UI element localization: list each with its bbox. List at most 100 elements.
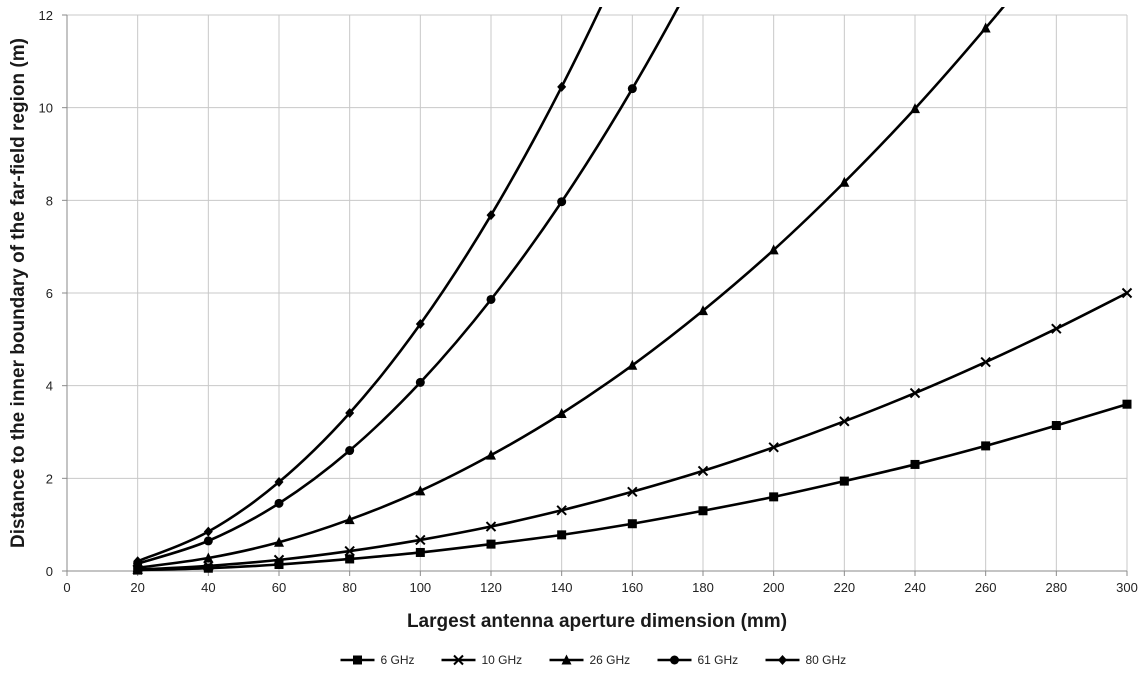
- legend-label: 6 GHz: [381, 653, 415, 667]
- x-marker-stroke: [1051, 323, 1062, 334]
- data-point-61-ghz: [415, 377, 425, 387]
- legend-label: 61 GHz: [698, 653, 739, 667]
- data-point-61-ghz: [627, 84, 637, 94]
- x-tick-label: 0: [63, 580, 70, 595]
- data-point-80-ghz: [557, 81, 567, 92]
- x-tick-label: 160: [621, 580, 643, 595]
- data-point-26-ghz: [698, 305, 708, 316]
- x-tick-label: 40: [201, 580, 215, 595]
- x-marker-stroke: [1121, 287, 1133, 299]
- x-marker-stroke: [453, 654, 464, 666]
- x-marker-stroke: [485, 521, 497, 532]
- data-point-10-ghz: [839, 416, 850, 427]
- data-point-80-ghz: [345, 408, 355, 419]
- data-point-6-ghz: [1122, 399, 1132, 409]
- x-marker-stroke: [273, 554, 285, 566]
- legend-label: 10 GHz: [482, 653, 523, 667]
- x-tick-label: 180: [692, 580, 714, 595]
- data-point-80-ghz: [486, 210, 496, 221]
- data-point-26-ghz: [486, 449, 496, 460]
- x-tick-label: 60: [272, 580, 286, 595]
- data-point-26-ghz: [627, 359, 638, 370]
- series-80-ghz: [133, 7, 603, 567]
- axes: [62, 14, 1128, 576]
- x-tick-label: 240: [904, 580, 926, 595]
- data-point-6-ghz: [981, 441, 991, 451]
- data-point-6-ghz: [910, 459, 920, 469]
- data-point-10-ghz: [415, 534, 426, 546]
- series-10-ghz: [132, 287, 1133, 575]
- data-point-10-ghz: [697, 465, 709, 477]
- x-tick-label: 100: [409, 580, 431, 595]
- data-point-61-ghz: [557, 197, 567, 207]
- data-point-10-ghz: [1121, 287, 1133, 299]
- data-point-26-ghz: [839, 176, 850, 187]
- gridlines: [67, 14, 1128, 571]
- y-tick-label: 0: [46, 564, 53, 579]
- legend-item-26-ghz: 26 GHz: [549, 653, 630, 667]
- legend-marker: [778, 655, 787, 665]
- data-point-10-ghz: [556, 505, 567, 516]
- data-point-6-ghz: [203, 563, 213, 573]
- x-tick-label: 220: [833, 580, 855, 595]
- data-point-61-ghz: [345, 446, 355, 456]
- legend-marker: [670, 655, 679, 665]
- x-tick-label: 120: [480, 580, 502, 595]
- y-tick-label: 4: [46, 379, 53, 394]
- legend: 6 GHz 10 GHz 26 GHz 61 GHz 80 GHz: [340, 653, 847, 667]
- x-marker-stroke: [415, 534, 426, 546]
- legend-item-10-ghz: 10 GHz: [441, 653, 523, 667]
- series-line-26-ghz: [137, 7, 1005, 570]
- data-point-26-ghz: [910, 103, 920, 114]
- x-marker-stroke: [627, 486, 638, 497]
- data-point-80-ghz: [274, 477, 284, 488]
- data-point-61-ghz: [486, 294, 496, 304]
- legend-marker: [453, 654, 464, 666]
- x-marker-stroke: [556, 505, 567, 516]
- legend-label: 80 GHz: [806, 653, 847, 667]
- tick-labels: 0 20 40 60 80 100 120 140 160 180 200 220 240 260 280 3…: [39, 8, 1138, 595]
- y-axis-title: Distance to the inner boundary of the fa…: [8, 38, 29, 548]
- y-tick-label: 8: [46, 193, 53, 208]
- x-axis-title: Largest antenna aperture dimension (mm): [407, 611, 787, 632]
- data-point-80-ghz: [133, 556, 143, 567]
- data-point-6-ghz: [627, 519, 637, 529]
- data-point-26-ghz: [415, 485, 426, 496]
- data-point-6-ghz: [415, 547, 425, 557]
- x-tick-label: 20: [130, 580, 144, 595]
- data-point-6-ghz: [698, 506, 708, 516]
- data-point-10-ghz: [1051, 323, 1062, 334]
- x-tick-label: 260: [975, 580, 997, 595]
- data-point-10-ghz: [344, 545, 355, 557]
- x-tick-label: 140: [551, 580, 573, 595]
- data-point-61-ghz: [203, 536, 213, 546]
- data-point-26-ghz: [344, 514, 355, 525]
- data-point-6-ghz: [1051, 421, 1061, 431]
- data-point-26-ghz: [274, 536, 284, 547]
- legend-item-61-ghz: 61 GHz: [657, 653, 739, 667]
- data-point-10-ghz: [768, 442, 779, 453]
- data-point-6-ghz: [486, 539, 496, 549]
- legend-item-6-ghz: 6 GHz: [340, 653, 415, 667]
- x-marker-stroke: [839, 416, 850, 427]
- data-point-10-ghz: [485, 521, 497, 532]
- x-tick-label: 300: [1116, 580, 1138, 595]
- y-tick-label: 10: [39, 101, 53, 116]
- data-point-80-ghz: [415, 319, 425, 330]
- x-marker-stroke: [203, 560, 214, 572]
- data-point-26-ghz: [980, 22, 991, 33]
- x-tick-label: 200: [763, 580, 785, 595]
- data-point-6-ghz: [557, 530, 567, 540]
- y-tick-label: 2: [46, 471, 53, 486]
- series-6-ghz: [133, 399, 1132, 575]
- series-layer: [132, 7, 1133, 575]
- data-point-10-ghz: [627, 486, 638, 497]
- x-marker-stroke: [344, 545, 355, 557]
- data-point-6-ghz: [769, 492, 779, 502]
- x-marker-stroke: [909, 387, 921, 399]
- data-point-10-ghz: [203, 560, 214, 572]
- y-tick-label: 6: [46, 286, 53, 301]
- data-point-26-ghz: [556, 407, 567, 418]
- x-marker-stroke: [697, 465, 709, 477]
